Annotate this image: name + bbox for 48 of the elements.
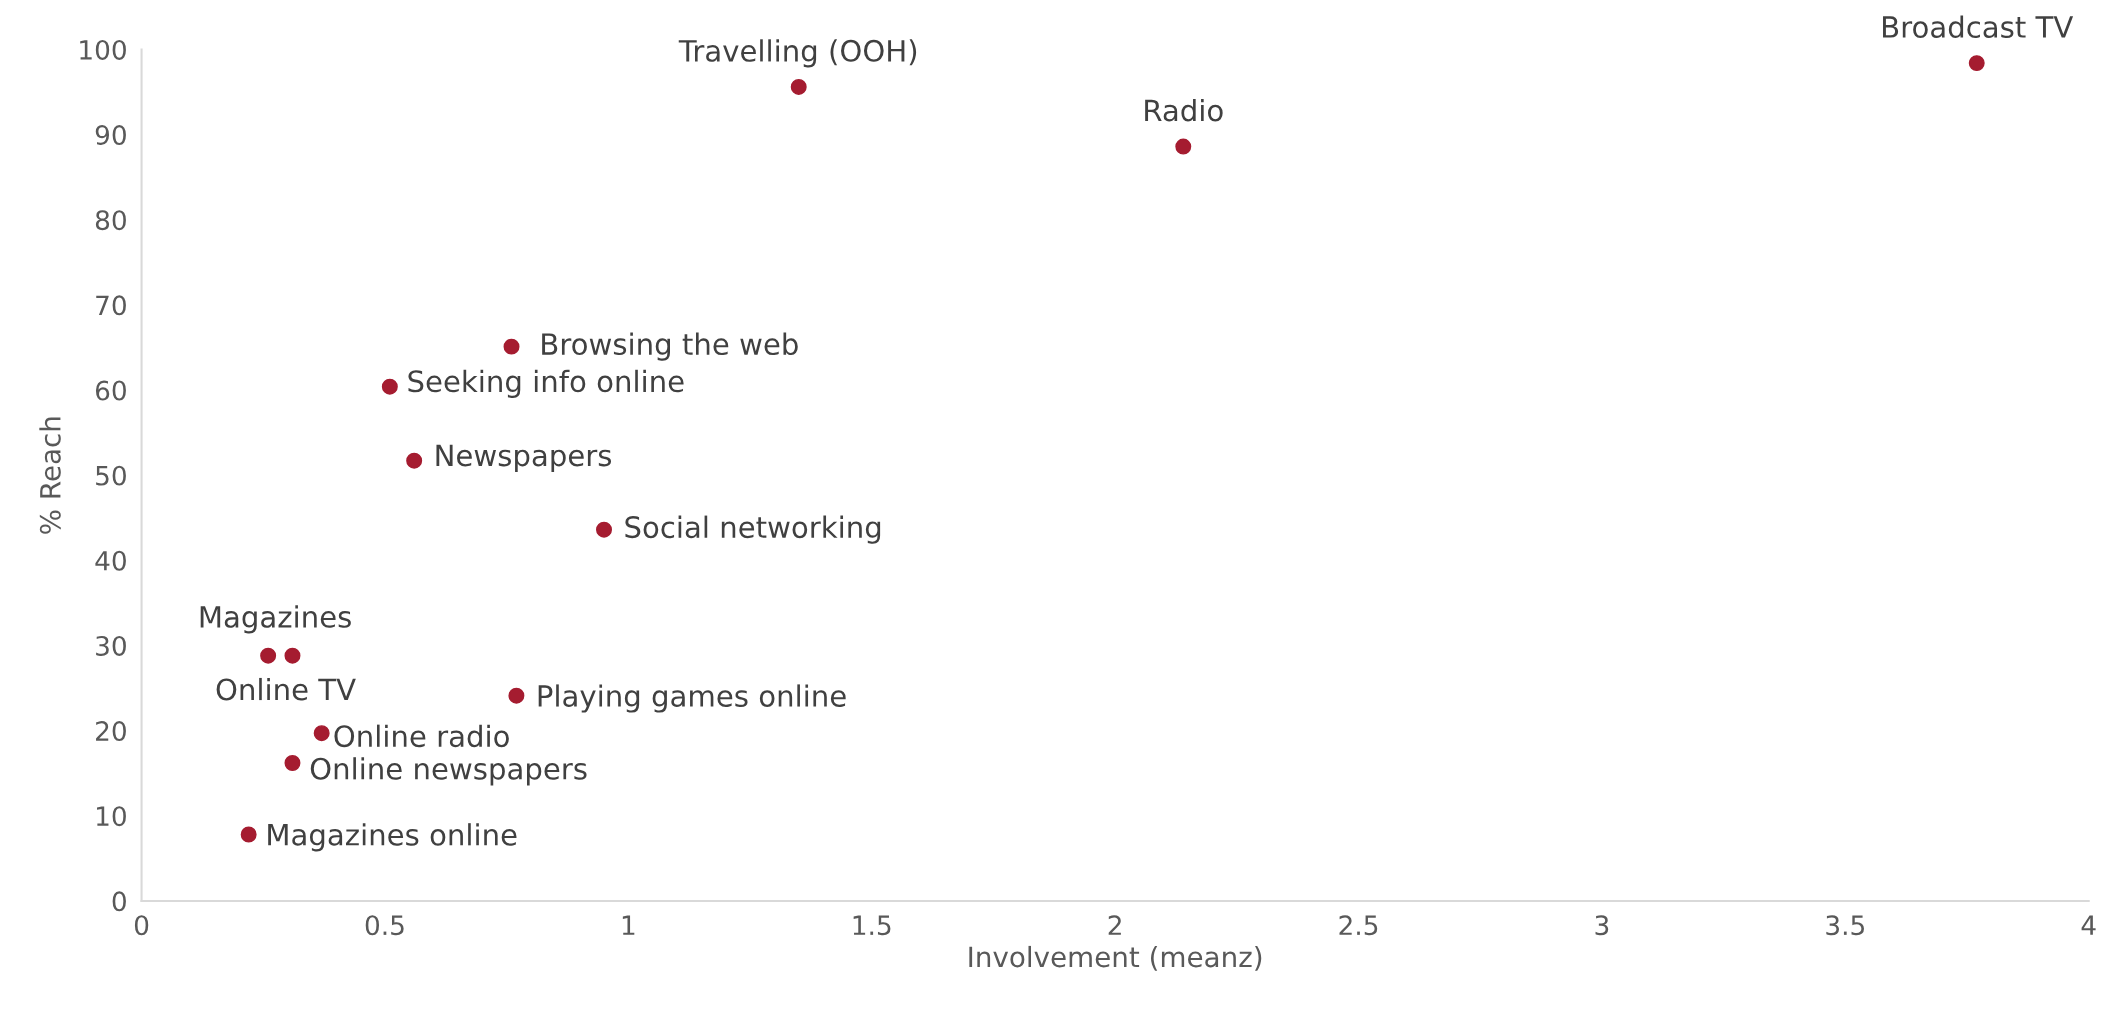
x-tick-label: 2 xyxy=(1108,915,1121,935)
y-tick-label: 50 xyxy=(96,465,126,486)
point xyxy=(240,826,257,843)
y-tick-label: 10 xyxy=(97,806,126,827)
annotation: Radio xyxy=(1145,98,1223,122)
annotation: Online TV xyxy=(216,677,356,701)
y-tick-label: 0 xyxy=(112,891,126,912)
y-tick-label: 100 xyxy=(80,39,126,60)
y-axis-title: % Reach xyxy=(39,417,61,534)
point xyxy=(503,338,520,355)
point xyxy=(260,647,277,664)
annotation: Newspapers xyxy=(436,444,612,473)
x-axis-title: Involvement (meanz) xyxy=(969,945,1262,971)
point xyxy=(1175,138,1192,155)
point xyxy=(406,452,423,469)
y-tick-label: 20 xyxy=(96,721,126,742)
annotation: Magazines xyxy=(200,605,351,634)
point xyxy=(596,521,612,538)
annotation: Online newspapers xyxy=(310,757,587,786)
annotation: Magazines online xyxy=(268,823,517,852)
annotation: Broadcast TV xyxy=(1883,15,2074,39)
point xyxy=(313,725,330,742)
x-tick-label: 3.5 xyxy=(1826,915,1864,936)
annotation: Browsing the web xyxy=(542,332,798,361)
annotation: Seeking info online xyxy=(408,369,684,398)
x-tick-label: 1 xyxy=(622,915,635,935)
x-tick-label: 0.5 xyxy=(365,915,404,936)
annotation: Social networking xyxy=(625,515,881,544)
y-tick-label: 60 xyxy=(95,380,126,401)
x-tick-label: 0 xyxy=(134,915,149,936)
y-tick-label: 90 xyxy=(95,125,126,146)
point xyxy=(1968,55,1985,72)
point xyxy=(284,755,301,771)
annotation: Online radio xyxy=(334,724,509,748)
y-tick-label: 30 xyxy=(96,635,126,656)
y-tick-label: 40 xyxy=(95,550,126,571)
y-tick-label: 80 xyxy=(95,210,126,231)
x-tick-label: 3 xyxy=(1595,915,1609,936)
point xyxy=(790,78,807,95)
point xyxy=(508,687,525,704)
annotation: Playing games online xyxy=(538,684,846,713)
point xyxy=(381,378,398,395)
x-tick-label: 2.5 xyxy=(1339,915,1378,936)
x-tick-label: 4 xyxy=(2081,915,2096,935)
annotation: Travelling (OOH) xyxy=(678,39,917,68)
point xyxy=(284,647,301,664)
x-tick-label: 1.5 xyxy=(853,915,891,936)
y-tick-label: 70 xyxy=(96,295,126,316)
